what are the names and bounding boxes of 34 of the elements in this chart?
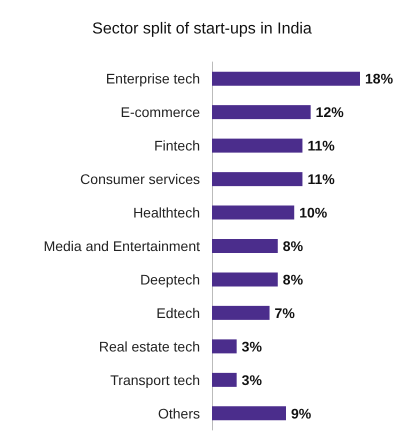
data-label: 7% [274, 304, 296, 321]
bar [212, 406, 286, 420]
y-tick-label: Enterprise tech [106, 70, 200, 87]
y-tick-label: Deeptech [140, 271, 200, 288]
y-tick-label: Consumer services [80, 171, 200, 188]
y-tick-label: Media and Entertainment [44, 238, 200, 254]
y-tick-label: Fintech [154, 138, 200, 154]
data-label: 3% [242, 372, 262, 388]
bar [212, 272, 278, 286]
y-tick-label: Edtech [156, 304, 200, 321]
data-label: 3% [242, 338, 262, 354]
data-label: 9% [291, 405, 312, 422]
chart-title: Sector split of start-ups in India [92, 20, 312, 38]
data-label: 8% [282, 238, 304, 254]
bar [212, 372, 237, 387]
bar [212, 172, 302, 186]
bar [212, 306, 270, 320]
bar [212, 206, 294, 220]
data-label: 8% [282, 271, 304, 288]
y-tick-label: Healthtech [133, 204, 200, 221]
data-label: 18% [365, 70, 394, 87]
bar [212, 72, 360, 86]
y-tick-label: E-commerce [120, 104, 200, 120]
data-label: 10% [299, 204, 328, 221]
data-label: 12% [316, 104, 344, 120]
data-label: 11% [307, 171, 336, 188]
bar [212, 105, 311, 120]
data-label: 11% [307, 138, 336, 154]
bar [212, 339, 237, 354]
bar [212, 138, 302, 153]
y-tick-label: Others [158, 405, 200, 422]
bar [212, 239, 278, 253]
y-tick-label: Transport tech [110, 372, 200, 388]
y-tick-label: Real estate tech [98, 338, 200, 354]
